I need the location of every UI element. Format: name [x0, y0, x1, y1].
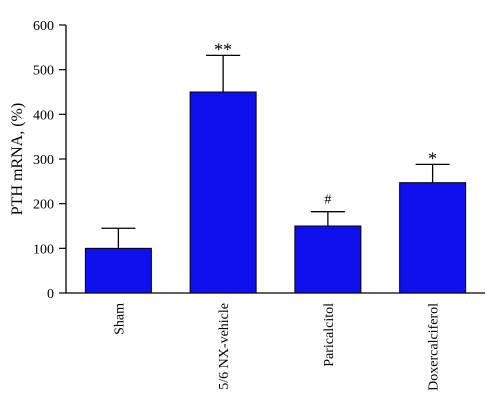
significance-label-3: #	[324, 193, 331, 208]
significance-label-2: **	[214, 39, 232, 59]
significance-label-4: *	[428, 148, 437, 168]
y-tick-label: 600	[33, 19, 54, 34]
bar-1	[84, 247, 152, 294]
bar-4	[399, 182, 467, 294]
y-tick-label: 500	[33, 64, 54, 79]
bars	[84, 91, 467, 294]
y-tick-label: 0	[47, 287, 54, 302]
y-tick-label: 100	[33, 242, 54, 257]
error-bars	[101, 54, 450, 249]
x-category-label: Paricalcitol	[322, 303, 337, 367]
y-tick-label: 300	[33, 153, 54, 168]
x-category-label: Doxercalciferol	[427, 303, 442, 391]
y-axis-label: PTH mRNA, (%)	[9, 103, 26, 215]
labels: Sham ** 5/6 NX-vehicle # Paricalcitol * Doxerc…	[112, 39, 441, 390]
bar-3	[294, 225, 362, 294]
bar-2	[189, 91, 257, 294]
y-tick-label: 200	[33, 198, 54, 213]
x-category-label: Sham	[112, 303, 127, 335]
y-tick-label: 400	[33, 108, 54, 123]
x-category-label: 5/6 NX-vehicle	[217, 303, 232, 390]
